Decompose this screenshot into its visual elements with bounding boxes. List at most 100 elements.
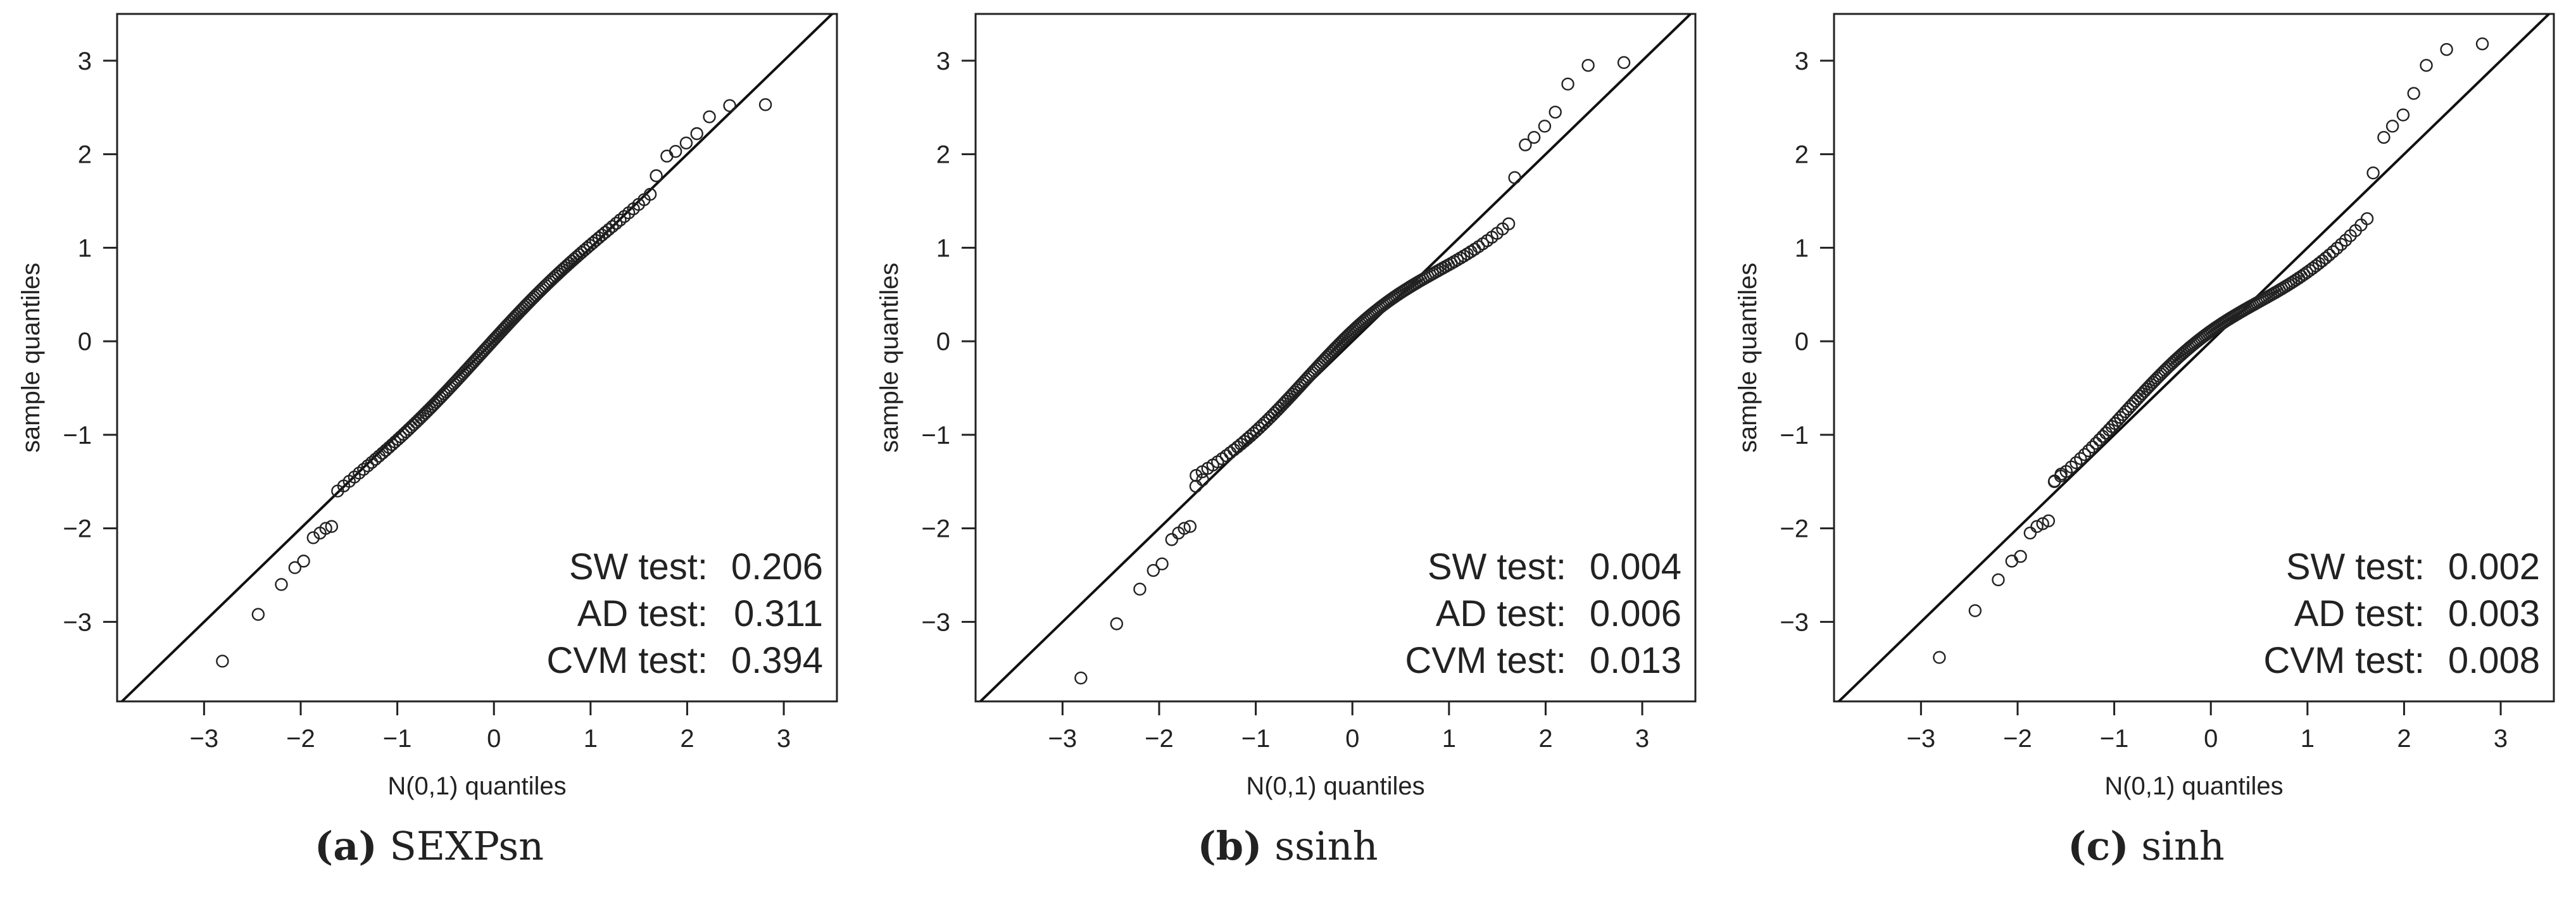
data-point: [1508, 171, 1521, 184]
data-point: [679, 136, 693, 150]
data-point: [412, 413, 425, 427]
data-point: [417, 408, 430, 422]
data-point: [1196, 473, 1209, 487]
data-point: [2366, 166, 2380, 180]
test-label: SW test:: [569, 546, 708, 587]
data-point: [643, 187, 657, 201]
data-point: [1165, 533, 1179, 546]
panel-caption: (c) sinh: [1717, 823, 2575, 869]
y-tick-label: −2: [921, 515, 950, 543]
y-tick-label: 0: [1795, 328, 1809, 356]
data-point: [1527, 130, 1541, 144]
data-point: [1275, 399, 1288, 413]
data-point: [1968, 604, 1982, 617]
y-tick-label: 2: [78, 141, 92, 169]
data-point: [365, 456, 379, 469]
data-point: [1561, 77, 1574, 91]
data-point: [1270, 404, 1284, 417]
test-value: 0.311: [734, 593, 823, 634]
y-tick-label: −3: [1780, 608, 1809, 636]
data-point: [1147, 563, 1160, 577]
y-tick-label: 2: [1795, 141, 1809, 169]
x-tick-label: 1: [584, 725, 598, 753]
data-point: [2036, 517, 2049, 530]
data-point: [288, 561, 302, 574]
x-tick-label: 1: [1442, 725, 1456, 753]
data-point: [1277, 397, 1291, 410]
x-tick-label: 0: [487, 725, 501, 753]
x-tick-label: 1: [2301, 725, 2315, 753]
test-value: 0.008: [2448, 640, 2540, 681]
caption-name: SEXPsn: [377, 823, 544, 869]
data-point: [1183, 520, 1197, 533]
data-point: [1074, 671, 1088, 685]
data-point: [410, 415, 423, 429]
data-point: [2319, 251, 2332, 265]
data-point: [703, 110, 716, 123]
data-point: [2082, 444, 2095, 458]
test-label: AD test:: [1436, 593, 1566, 634]
data-point: [2377, 130, 2391, 144]
test-value: 0.394: [731, 640, 823, 681]
data-point: [418, 406, 432, 420]
test-value: 0.004: [1590, 546, 1681, 587]
x-tick-label: −2: [2003, 725, 2032, 753]
data-point: [275, 578, 288, 591]
data-point: [2330, 241, 2344, 255]
data-point: [2327, 245, 2340, 258]
data-point: [613, 213, 627, 227]
test-label: CVM test:: [2263, 640, 2425, 681]
data-point: [216, 655, 229, 668]
y-tick-label: −3: [63, 608, 92, 636]
data-point: [1268, 406, 1281, 420]
data-point: [2064, 460, 2078, 474]
data-point: [2005, 555, 2019, 568]
data-point: [2099, 426, 2113, 440]
test-value: 0.003: [2448, 593, 2540, 634]
x-tick-label: −1: [2100, 725, 2129, 753]
data-point: [319, 522, 332, 535]
x-tick-label: −1: [383, 725, 412, 753]
test-label: SW test:: [2286, 546, 2425, 587]
data-point: [560, 259, 574, 272]
x-tick-label: −2: [286, 725, 315, 753]
y-tick-label: 2: [936, 141, 950, 169]
data-point: [617, 210, 631, 223]
data-point: [2475, 37, 2489, 51]
data-point: [2023, 526, 2037, 540]
data-point: [2407, 87, 2420, 100]
data-point: [297, 555, 310, 568]
data-point: [723, 99, 736, 113]
test-value: 0.002: [2448, 546, 2540, 587]
data-point: [650, 169, 663, 182]
data-point: [2339, 234, 2353, 247]
data-point: [2085, 440, 2099, 454]
x-axis-label: N(0,1) quantiles: [387, 772, 566, 800]
data-point: [690, 127, 703, 141]
x-tick-label: 0: [2204, 725, 2218, 753]
caption-label: (b): [1197, 823, 1262, 869]
data-point: [610, 216, 623, 230]
data-point: [758, 98, 772, 111]
data-point: [2133, 389, 2147, 403]
data-point: [1617, 56, 1631, 70]
data-point: [660, 149, 674, 163]
data-point: [2030, 520, 2044, 533]
y-tick-label: 1: [1795, 234, 1809, 262]
test-value: 0.006: [1590, 593, 1681, 634]
plot-frame: [1833, 13, 2555, 703]
data-point: [306, 531, 320, 544]
data-point: [2135, 387, 2149, 401]
y-axis-label: sample quantiles: [1734, 263, 1762, 453]
x-axis-label: N(0,1) quantiles: [1246, 772, 1424, 800]
data-point: [1133, 582, 1147, 596]
test-label: SW test:: [1428, 546, 1566, 587]
data-point: [1581, 59, 1595, 72]
data-point: [1549, 105, 1562, 119]
x-tick-label: 2: [680, 725, 694, 753]
data-point: [1155, 557, 1169, 570]
x-tick-label: 0: [1345, 725, 1359, 753]
data-point: [361, 459, 375, 473]
data-point: [325, 520, 339, 533]
plot-frame: [974, 13, 1697, 703]
